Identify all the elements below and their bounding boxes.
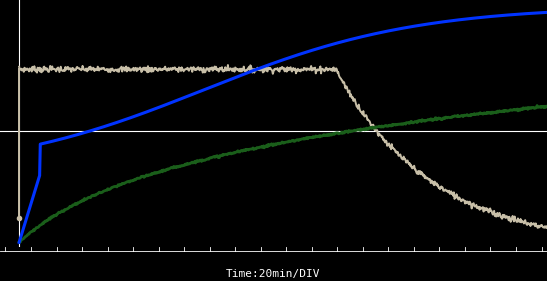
Text: Time:20min/DIV: Time:20min/DIV	[226, 269, 321, 279]
